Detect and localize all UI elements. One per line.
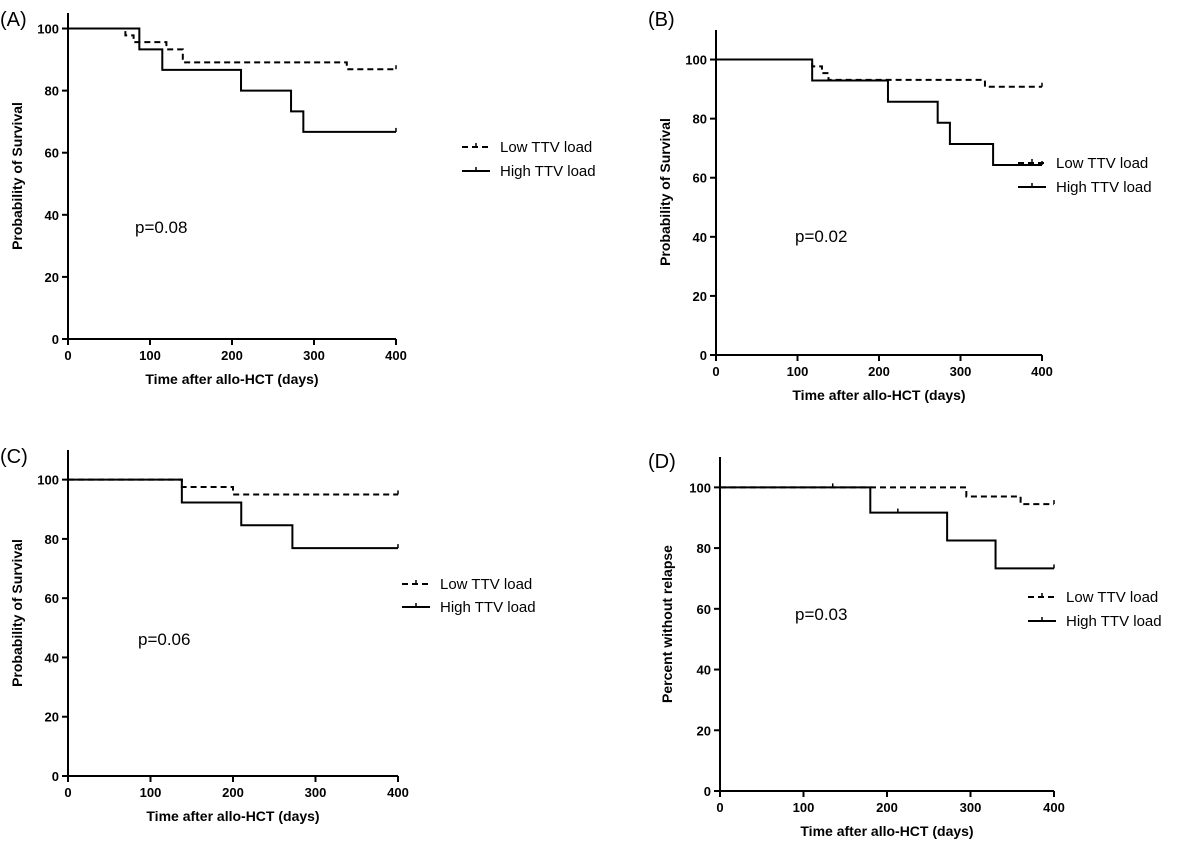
p-value-annotation: p=0.03 bbox=[795, 605, 847, 624]
x-axis-title: Time after allo-HCT (days) bbox=[145, 371, 318, 387]
series-line-high-ttv bbox=[68, 27, 396, 133]
y-tick-label: 40 bbox=[693, 230, 707, 245]
x-tick-label: 400 bbox=[385, 348, 407, 363]
y-tick-label: 80 bbox=[693, 112, 707, 127]
legend-label-low-ttv: Low TTV load bbox=[1056, 155, 1148, 172]
y-tick-label: 100 bbox=[37, 473, 59, 488]
x-axis-title: Time after allo-HCT (days) bbox=[792, 387, 965, 403]
series-line-high-ttv bbox=[68, 478, 398, 550]
x-tick-label: 400 bbox=[1043, 800, 1065, 815]
x-tick-label: 0 bbox=[64, 348, 71, 363]
y-tick-label: 60 bbox=[45, 591, 59, 606]
y-tick-label: 0 bbox=[700, 348, 707, 363]
y-axis-title: Probability of Survival bbox=[9, 539, 25, 687]
y-tick-label: 100 bbox=[685, 53, 707, 68]
y-tick-label: 60 bbox=[693, 171, 707, 186]
x-tick-label: 100 bbox=[139, 348, 161, 363]
y-tick-label: 20 bbox=[45, 710, 59, 725]
panel-label: (D) bbox=[648, 451, 676, 473]
x-tick-label: 400 bbox=[1031, 364, 1053, 379]
y-axis-title: Percent without relapse bbox=[659, 545, 675, 703]
y-tick-label: 40 bbox=[697, 663, 711, 678]
y-tick-label: 20 bbox=[697, 723, 711, 738]
y-axis-title: Probability of Survival bbox=[9, 102, 25, 250]
x-tick-label: 0 bbox=[716, 800, 723, 815]
x-axis-title: Time after allo-HCT (days) bbox=[800, 823, 973, 839]
y-tick-label: 80 bbox=[45, 84, 59, 99]
series-line-low-ttv bbox=[720, 486, 1054, 506]
p-value-annotation: p=0.08 bbox=[135, 218, 187, 237]
y-axis-title: Probability of Survival bbox=[657, 118, 673, 266]
x-tick-label: 200 bbox=[876, 800, 898, 815]
y-tick-label: 40 bbox=[45, 650, 59, 665]
y-tick-label: 100 bbox=[37, 22, 59, 37]
legend-label-high-ttv: High TTV load bbox=[500, 163, 596, 180]
x-tick-label: 100 bbox=[787, 364, 809, 379]
p-value-annotation: p=0.06 bbox=[138, 630, 190, 649]
y-tick-label: 0 bbox=[52, 332, 59, 347]
legend-label-low-ttv: Low TTV load bbox=[1066, 589, 1158, 606]
y-tick-label: 80 bbox=[697, 541, 711, 556]
x-tick-label: 0 bbox=[64, 785, 71, 800]
series-line-low-ttv bbox=[716, 58, 1042, 88]
x-tick-label: 400 bbox=[387, 785, 409, 800]
legend-label-high-ttv: High TTV load bbox=[1066, 613, 1162, 630]
legend-label-low-ttv: Low TTV load bbox=[500, 139, 592, 156]
panel-label: (C) bbox=[0, 446, 28, 468]
x-tick-label: 200 bbox=[222, 785, 244, 800]
x-axis-title: Time after allo-HCT (days) bbox=[146, 808, 319, 824]
legend-label-high-ttv: High TTV load bbox=[1056, 179, 1152, 196]
legend-label-low-ttv: Low TTV load bbox=[440, 576, 532, 593]
y-tick-label: 80 bbox=[45, 532, 59, 547]
y-tick-label: 20 bbox=[45, 270, 59, 285]
chart-panel-a: (A) 0 20 40 60 80 100 0 100 200 300 400 Time after a… bbox=[0, 9, 596, 387]
y-tick-label: 20 bbox=[693, 289, 707, 304]
y-tick-label: 40 bbox=[45, 208, 59, 223]
panel-label: (B) bbox=[648, 9, 675, 31]
y-tick-label: 0 bbox=[704, 784, 711, 799]
chart-panel-b: (B) 0 20 40 60 80 100 0 100 200 300 400 Time after a… bbox=[648, 9, 1152, 403]
series-line-high-ttv bbox=[716, 58, 1042, 167]
legend-label-high-ttv: High TTV load bbox=[440, 599, 536, 616]
x-tick-label: 100 bbox=[793, 800, 815, 815]
x-tick-label: 200 bbox=[221, 348, 243, 363]
x-tick-label: 300 bbox=[305, 785, 327, 800]
chart-panel-c: (C) 0 20 40 60 80 100 0 100 200 300 400 Time after a… bbox=[0, 446, 536, 824]
y-tick-label: 100 bbox=[689, 480, 711, 495]
series-line-low-ttv bbox=[68, 478, 398, 496]
chart-panel-d: (D) 0 20 40 60 80 100 0 100 200 300 400 Time after a… bbox=[648, 451, 1162, 839]
x-tick-label: 300 bbox=[303, 348, 325, 363]
series-line-low-ttv bbox=[68, 27, 396, 71]
panel-label: (A) bbox=[0, 9, 27, 31]
y-tick-label: 60 bbox=[45, 146, 59, 161]
x-tick-label: 300 bbox=[950, 364, 972, 379]
p-value-annotation: p=0.02 bbox=[795, 227, 847, 246]
y-tick-label: 60 bbox=[697, 602, 711, 617]
x-tick-label: 0 bbox=[712, 364, 719, 379]
series-line-high-ttv bbox=[720, 486, 1054, 570]
y-tick-label: 0 bbox=[52, 769, 59, 784]
x-tick-label: 300 bbox=[960, 800, 982, 815]
x-tick-label: 100 bbox=[140, 785, 162, 800]
x-tick-label: 200 bbox=[868, 364, 890, 379]
